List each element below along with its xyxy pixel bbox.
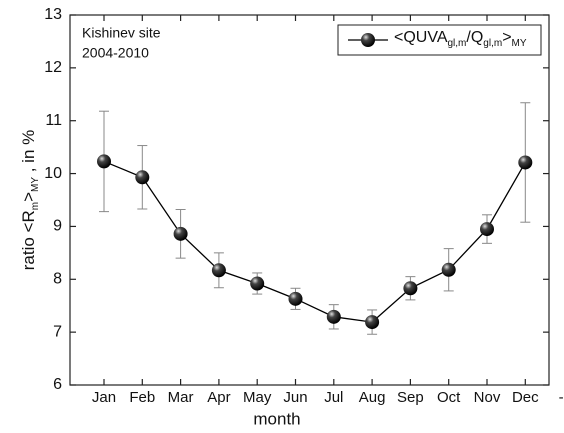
series-line	[103, 160, 526, 323]
y-tick-label: 11	[45, 112, 62, 129]
text-part: ratio <R	[19, 210, 38, 270]
x-tick-label: Jun	[283, 389, 307, 406]
marker	[97, 154, 111, 169]
x-tick-label: Mar	[168, 389, 194, 406]
marker	[403, 281, 418, 296]
y-tick-label: 10	[44, 165, 62, 182]
marker	[288, 291, 303, 306]
text-part: , in %	[19, 130, 38, 177]
legend-marker	[361, 33, 375, 47]
x-tick-label: Jan	[92, 389, 116, 406]
y-tick-label: 13	[44, 6, 62, 23]
marker	[441, 262, 456, 277]
x-tick-label: May	[243, 389, 272, 406]
text-part: m	[30, 202, 41, 210]
marker	[480, 222, 494, 237]
x-tick-label: Sep	[397, 389, 424, 406]
marker	[135, 170, 150, 185]
marker	[211, 263, 226, 278]
marker	[518, 155, 533, 170]
annotation: Kishinev site	[82, 25, 161, 41]
marker	[173, 226, 188, 241]
text-part: /Q	[466, 29, 483, 46]
marker	[365, 315, 380, 330]
marker	[326, 309, 341, 324]
x-tick-label: Jul	[324, 389, 343, 406]
x-tick-label: Dec	[512, 389, 539, 406]
text-part: >	[502, 29, 511, 46]
x-tick-label: Feb	[129, 389, 155, 406]
x-tick-label: Oct	[437, 389, 461, 406]
text-part: gl,m	[448, 38, 467, 49]
y-tick-label: 6	[53, 376, 62, 393]
y-tick-label: 9	[53, 218, 62, 235]
text-part: MY	[30, 177, 41, 192]
y-tick-label: 12	[44, 59, 62, 76]
annotation: 2004-2010	[82, 45, 149, 61]
legend-label: <QUVAgl,m/Qgl,m>MY	[394, 29, 527, 49]
plot-frame	[69, 14, 550, 386]
y-tick-label: 7	[53, 323, 62, 340]
y-tick-label: 8	[53, 271, 62, 288]
text-part: >	[19, 192, 38, 202]
x-tick-label: Aug	[359, 389, 386, 406]
x-tick-label: Apr	[207, 389, 230, 406]
text-part: <QUVA	[394, 29, 448, 46]
x-axis-label: month	[253, 409, 300, 428]
text-part: MY	[512, 38, 527, 49]
text-part: gl,m	[483, 38, 502, 49]
x-tick-label: Nov	[474, 389, 501, 406]
marker	[250, 276, 265, 291]
x-tick-label: --	[559, 389, 564, 406]
y-axis-label: ratio <Rm>MY , in %	[19, 130, 41, 271]
